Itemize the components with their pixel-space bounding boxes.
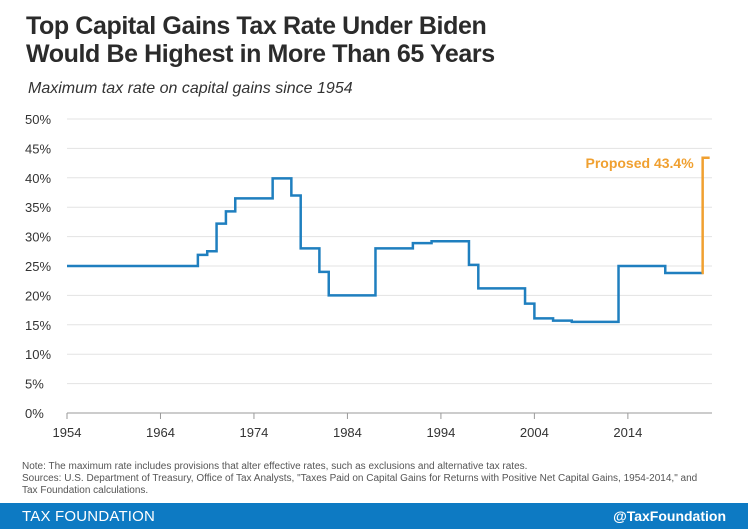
x-tick-label: 2014	[613, 425, 642, 440]
y-tick-label: 0%	[25, 406, 44, 421]
y-tick-label: 25%	[25, 259, 51, 274]
proposed-label: Proposed 43.4%	[585, 155, 694, 171]
y-tick-label: 5%	[25, 377, 44, 392]
footer-bar: TAX FOUNDATION @TaxFoundation	[0, 503, 748, 529]
x-tick-label: 1994	[426, 425, 455, 440]
y-tick-label: 35%	[25, 200, 51, 215]
chart-svg: 0% 5% 10% 15% 20% 25% 30% 35% 40% 45% 50% 1954 1964 1…	[25, 112, 712, 440]
notes: Note: The maximum rate includes provisio…	[22, 461, 732, 497]
footer-handle[interactable]: @TaxFoundation	[613, 508, 726, 524]
sources-line-1: Sources: U.S. Department of Treasury, Of…	[22, 473, 698, 484]
chart-title: Top Capital Gains Tax Rate Under Biden W…	[26, 12, 726, 68]
title-line-2: Would Be Highest in More Than 65 Years	[26, 40, 495, 68]
y-tick-label: 30%	[25, 230, 51, 245]
sources-line-2: Tax Foundation calculations.	[22, 485, 149, 496]
title-line-1: Top Capital Gains Tax Rate Under Biden	[26, 12, 487, 40]
y-tick-label: 45%	[25, 141, 51, 156]
x-tick-label: 1974	[239, 425, 268, 440]
x-tick-label: 1984	[333, 425, 362, 440]
y-tick-label: 20%	[25, 288, 51, 303]
footer-brand: TAX FOUNDATION	[22, 508, 156, 525]
y-tick-label: 50%	[25, 112, 51, 127]
series-line	[67, 177, 703, 324]
y-tick-label: 15%	[25, 318, 51, 333]
x-tick-label: 1964	[146, 425, 175, 440]
y-tick-label: 10%	[25, 347, 51, 362]
x-tick-label: 1954	[53, 425, 82, 440]
x-tick-label: 2004	[520, 425, 549, 440]
chart-subtitle: Maximum tax rate on capital gains since …	[28, 80, 353, 97]
proposed-bracket	[701, 156, 710, 275]
y-tick-label: 40%	[25, 171, 51, 186]
note-text: Note: The maximum rate includes provisio…	[22, 461, 528, 472]
